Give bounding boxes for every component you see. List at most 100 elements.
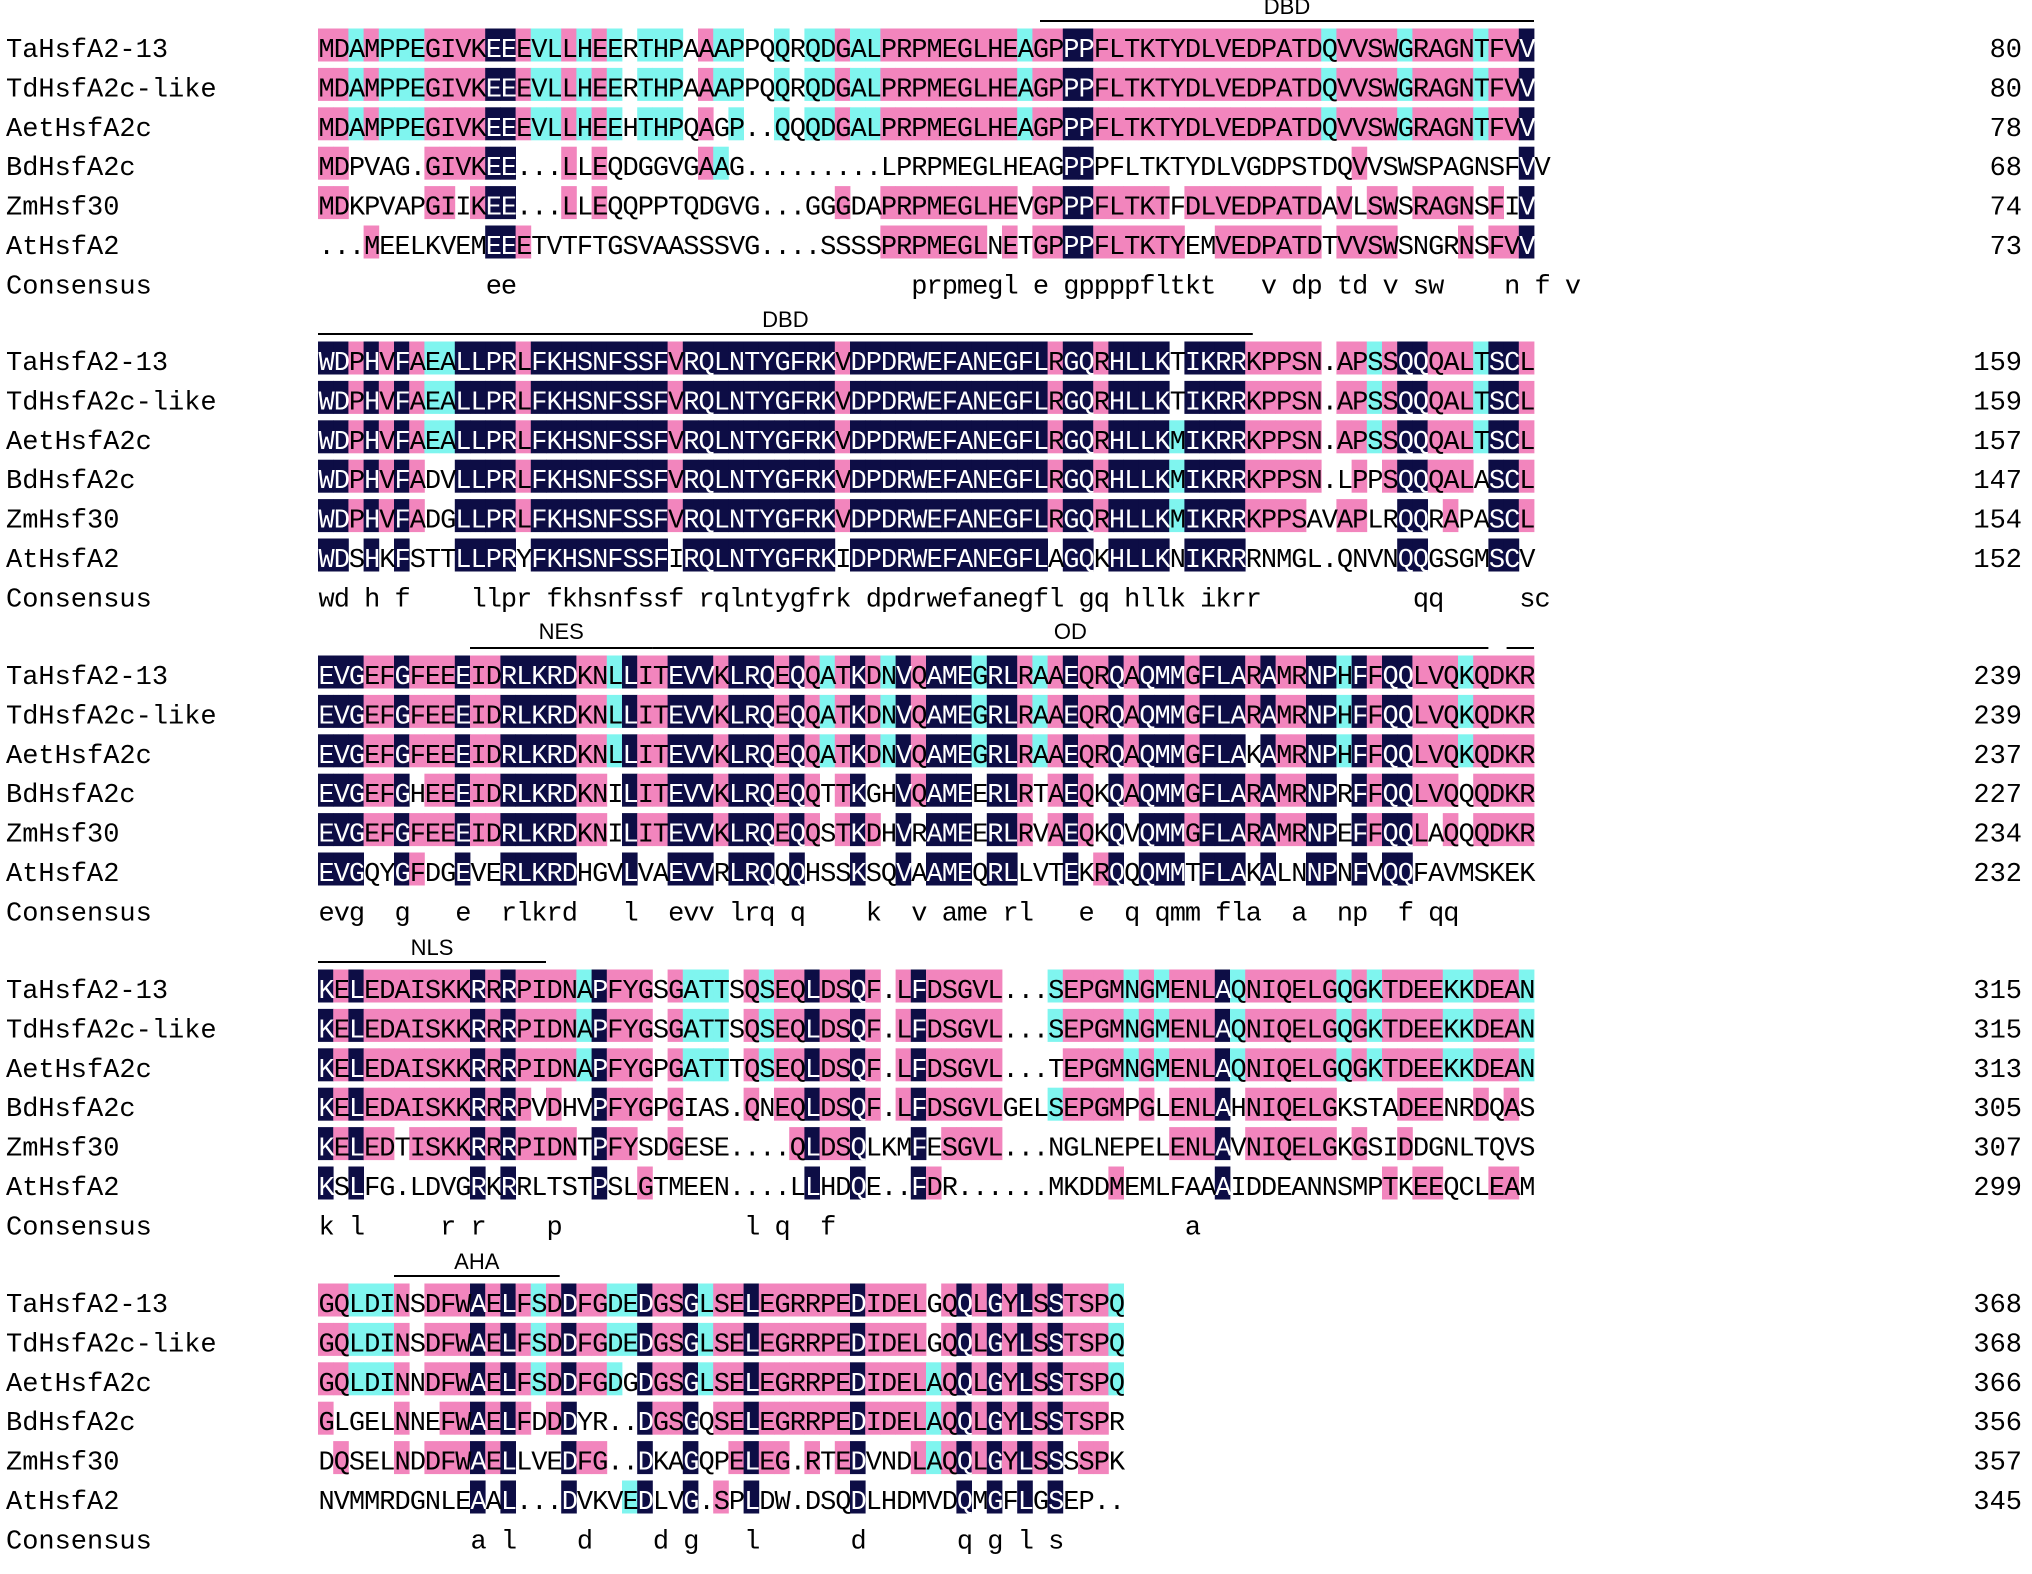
residue-cell bbox=[1138, 107, 1155, 141]
residue-cell bbox=[667, 67, 684, 101]
residue-cell bbox=[1062, 107, 1079, 141]
residue-position: 159 bbox=[1973, 388, 2022, 418]
residue-cell bbox=[439, 107, 456, 141]
residue-cell bbox=[1230, 107, 1246, 141]
residue-position: 357 bbox=[1973, 1449, 2022, 1479]
residue-cell bbox=[1427, 67, 1444, 101]
residue-cell bbox=[986, 28, 1003, 62]
species-name: TaHsfA2-13 bbox=[6, 977, 168, 1007]
residue-cell bbox=[515, 67, 532, 101]
residue-cell bbox=[546, 107, 562, 141]
residue-cell bbox=[606, 107, 623, 141]
residue-cell bbox=[1275, 28, 1292, 62]
residue-cell bbox=[728, 67, 744, 101]
residue-cell bbox=[1002, 67, 1018, 101]
residue-cell bbox=[895, 67, 912, 101]
residue-cell bbox=[318, 67, 334, 101]
species-name: BdHsfA2c bbox=[6, 1409, 136, 1439]
residue-cell bbox=[1230, 67, 1246, 101]
residue-cell bbox=[424, 107, 440, 141]
residue-cell bbox=[1184, 107, 1200, 141]
sequence-row: WDPHVFAEALLPRLFKHSNFSSFVRQLNTYGFRKVDPDRW… bbox=[319, 388, 1536, 418]
residue-cell bbox=[834, 28, 851, 62]
residue-cell bbox=[1488, 107, 1504, 141]
residue-cell bbox=[1321, 28, 1337, 62]
residue-cell bbox=[485, 107, 501, 141]
residue-cell bbox=[1078, 107, 1094, 141]
residue-cell bbox=[546, 67, 562, 101]
alignment-block-4: TaHsfA2-13 KELEDAISKKRRRPIDNAPFYGSGATTSQS… bbox=[6, 935, 2022, 1243]
residue-cell bbox=[485, 67, 501, 101]
residue-cell bbox=[500, 146, 516, 180]
residue-position: 159 bbox=[1973, 349, 2022, 379]
residue-position: 368 bbox=[1973, 1330, 2022, 1360]
residue-cell bbox=[1290, 107, 1307, 141]
residue-cell bbox=[424, 186, 440, 220]
residue-cell bbox=[1078, 186, 1094, 220]
residue-cell bbox=[530, 107, 547, 141]
species-name: AtHsfA2 bbox=[6, 233, 119, 263]
sequence-row: GQLDINSDFWAELFSDDFGDEDGSGLSELEGRRPEDIDEL… bbox=[319, 1330, 1126, 1360]
residue-cell bbox=[1473, 107, 1489, 141]
residue-cell bbox=[439, 146, 456, 180]
sequence-row: EVGEFGFEEEIDRLKRDKNLLITEVVKLRQEQQATKDNVQ… bbox=[319, 742, 1536, 772]
residue-cell bbox=[1199, 28, 1216, 62]
residue-cell bbox=[1321, 107, 1337, 141]
residue-cell bbox=[926, 67, 942, 101]
residue-cell bbox=[1108, 67, 1124, 101]
residue-cell bbox=[1275, 67, 1292, 101]
residue-cell bbox=[318, 107, 334, 141]
residue-cell bbox=[500, 28, 516, 62]
residue-cell bbox=[500, 67, 516, 101]
species-name: AetHsfA2c bbox=[6, 1056, 152, 1086]
residue-cell bbox=[333, 186, 349, 220]
residue-cell bbox=[348, 107, 364, 141]
residue-cell bbox=[546, 28, 562, 62]
species-name: AtHsfA2 bbox=[6, 1488, 119, 1518]
residue-cell bbox=[454, 28, 471, 62]
residue-cell bbox=[378, 107, 395, 141]
residue-cell bbox=[470, 28, 486, 62]
residue-cell bbox=[530, 67, 547, 101]
residue-cell bbox=[1093, 28, 1109, 62]
residue-cell bbox=[1503, 67, 1520, 101]
residue-cell bbox=[561, 28, 577, 62]
residue-cell bbox=[1366, 28, 1383, 62]
residue-cell bbox=[576, 67, 592, 101]
residue-cell bbox=[971, 186, 988, 220]
consensus-label: Consensus bbox=[6, 585, 152, 615]
residue-cell bbox=[409, 67, 425, 101]
species-name: ZmHsf30 bbox=[6, 194, 119, 224]
residue-cell bbox=[698, 146, 714, 180]
sequence-row: WDPHVFADVLLPRLFKHSNFSSFVRQLNTYGFRKVDPDRW… bbox=[319, 467, 1536, 497]
domain-label: DBD bbox=[762, 307, 808, 332]
residue-cell bbox=[1093, 107, 1109, 141]
species-name: BdHsfA2c bbox=[6, 1095, 136, 1125]
domain-label: NLS bbox=[411, 935, 454, 960]
alignment-block-2: TaHsfA2-13 WDPHVFAEALLPRLFKHSNFSSFVRQLNTY… bbox=[6, 307, 2022, 615]
residue-cell bbox=[333, 28, 349, 62]
sequence-row: MDAMPPEGIVKEEEVLLHEERTHPAAAPPQQRQDGALPRP… bbox=[319, 36, 1537, 66]
residue-cell bbox=[1062, 186, 1079, 220]
sequence-row: DQSELNDDFWAELLVEDFG..DKAGQPELEG.RTEDVNDL… bbox=[319, 1449, 1126, 1479]
residue-cell bbox=[865, 28, 881, 62]
residue-cell bbox=[1032, 107, 1048, 141]
residue-cell bbox=[1260, 67, 1276, 101]
residue-cell bbox=[941, 186, 957, 220]
residue-cell bbox=[1245, 67, 1261, 101]
residue-cell bbox=[652, 28, 668, 62]
sequence-row: EVGEFGFEEEIDRLKRDKNILITEVVKLRQEQQSTKDHVR… bbox=[319, 821, 1536, 851]
species-name: ZmHsf30 bbox=[6, 821, 119, 851]
residue-cell bbox=[1214, 107, 1231, 141]
sequence-row: NVMMRDGNLEAAL...DVKVEDLVG.SPLDW.DSQDLHDM… bbox=[319, 1488, 1126, 1518]
residue-cell bbox=[333, 67, 349, 101]
residue-cell bbox=[667, 28, 684, 62]
residue-cell bbox=[470, 107, 486, 141]
residue-position: 237 bbox=[1973, 742, 2022, 772]
residue-cell bbox=[394, 67, 410, 101]
sequence-row: MDPVAG.GIVKEE...LLEQDGGVGAAG.........LPR… bbox=[319, 154, 1552, 184]
residue-position: 234 bbox=[1973, 821, 2022, 851]
residue-cell bbox=[591, 146, 608, 180]
residue-cell bbox=[1488, 67, 1504, 101]
residue-cell bbox=[1138, 67, 1155, 101]
